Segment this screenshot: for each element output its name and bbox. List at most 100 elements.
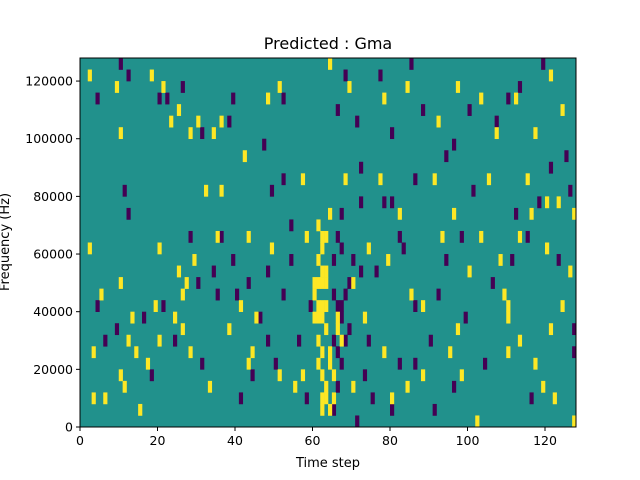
heatmap-cell-low (269, 184, 275, 197)
x-tick-label: 40 (227, 433, 243, 448)
heatmap-cell-low (126, 207, 131, 220)
heatmap-cell-low (490, 277, 495, 289)
heatmap-cell-high (324, 300, 329, 312)
y-tick-label: 120000 (25, 74, 73, 89)
heatmap-cell-low (514, 207, 519, 220)
heatmap-cell-high (328, 346, 333, 359)
heatmap-cell-low (142, 311, 147, 324)
heatmap-cell-high (173, 311, 178, 324)
heatmap-cell-low (343, 69, 348, 82)
heatmap-cell-high (312, 311, 317, 324)
heatmap-cell-high (335, 323, 340, 336)
heatmap-cell-high (91, 392, 96, 405)
heatmap-cell-high (304, 230, 309, 243)
y-tick-label: 20000 (33, 362, 73, 377)
heatmap-cell-high (122, 380, 127, 393)
heatmap-cell-high (320, 300, 325, 312)
heatmap-cell-high (91, 346, 96, 359)
heatmap-cell-low (246, 277, 251, 289)
heatmap-cell-high (316, 277, 321, 289)
heatmap-cell-low (281, 92, 286, 105)
heatmap-cell-low (471, 184, 476, 197)
heatmap-cell-high (506, 311, 511, 324)
heatmap-cell-low (351, 254, 356, 266)
heatmap-cell-high (475, 415, 480, 428)
heatmap-cell-high (409, 288, 414, 301)
heatmap-cell-low (235, 288, 240, 301)
heatmap-cell-high (552, 392, 557, 405)
heatmap-cell-high (506, 300, 511, 312)
heatmap-cell-high (246, 230, 251, 243)
heatmap-cell-high (180, 323, 185, 336)
heatmap-cell-high (312, 288, 317, 301)
heatmap-cell-high (324, 323, 329, 336)
heatmap-cell-high (207, 380, 213, 393)
heatmap-cell-low (289, 219, 294, 232)
heatmap-cell-high (215, 230, 220, 243)
heatmap-cell-low (331, 288, 337, 301)
heatmap-cell-low (413, 357, 418, 370)
heatmap-cell-low (211, 265, 216, 278)
heatmap-cell-high (211, 127, 216, 140)
heatmap-cell-low (374, 265, 379, 278)
heatmap-cell-high (556, 196, 561, 209)
heatmap-cell-high (320, 242, 325, 255)
heatmap-cell-low (157, 92, 162, 105)
heatmap-cell-low (390, 196, 395, 209)
chart-title: Predicted : Gma (264, 34, 392, 53)
heatmap-cell-high (525, 173, 530, 186)
heatmap-cell-high (405, 81, 410, 93)
heatmap-cell-high (238, 300, 244, 312)
heatmap-cell-low (122, 184, 127, 197)
heatmap-cell-low (231, 254, 236, 266)
heatmap-cell-high (145, 357, 151, 370)
x-axis-label: Time step (295, 456, 360, 471)
heatmap-cell-low (215, 288, 220, 301)
heatmap-cell-high (157, 242, 162, 255)
heatmap-cell-high (184, 277, 189, 289)
heatmap-cell-high (347, 81, 352, 93)
x-tick-label: 100 (456, 433, 480, 448)
plot-frame (79, 57, 577, 428)
heatmap-cell-high (250, 346, 255, 359)
y-tick-label: 100000 (25, 131, 73, 146)
heatmap-cell-high (219, 184, 224, 197)
heatmap-cell-high (300, 369, 306, 382)
heatmap-cell-high (300, 173, 306, 186)
heatmap-cell-high (455, 323, 461, 336)
heatmap-cell-high (533, 357, 538, 370)
heatmap-cell-low (95, 300, 100, 312)
y-tick-label: 0 (65, 420, 73, 435)
heatmap-cell-high (494, 127, 499, 140)
heatmap-cell-low (114, 323, 120, 336)
heatmap-cell-high (366, 242, 371, 255)
heatmap-cell-high (517, 334, 523, 347)
heatmap-cell-low (390, 403, 395, 416)
heatmap-cell-high (506, 346, 511, 359)
heatmap-cell-low (103, 334, 108, 347)
heatmap-cells (87, 58, 577, 428)
heatmap-cell-low (343, 334, 348, 347)
heatmap-cell-high (498, 254, 503, 266)
heatmap-cell-high (339, 334, 344, 347)
heatmap-cell-low (258, 311, 263, 324)
heatmap-cell-high (331, 392, 337, 405)
heatmap-cell-low (126, 69, 131, 82)
heatmap-cell-low (95, 92, 100, 105)
heatmap-cell-low (370, 392, 375, 405)
heatmap-cell-high (192, 254, 197, 266)
heatmap-cell-high (246, 357, 251, 370)
heatmap-cell-low (463, 311, 468, 324)
heatmap-cell-high (324, 230, 329, 243)
heatmap-cell-low (250, 369, 255, 382)
heatmap-cell-high (452, 207, 457, 220)
heatmap-cell-high (320, 230, 325, 243)
heatmap-cell-high (390, 392, 395, 405)
heatmap-cell-low (238, 392, 244, 405)
heatmap-cell-high (87, 69, 92, 82)
heatmap-cell-high (533, 127, 538, 140)
heatmap-cell-low (339, 357, 344, 370)
heatmap-cell-low (331, 334, 337, 347)
heatmap-cell-high (351, 380, 356, 393)
heatmap-cell-low (149, 369, 154, 382)
